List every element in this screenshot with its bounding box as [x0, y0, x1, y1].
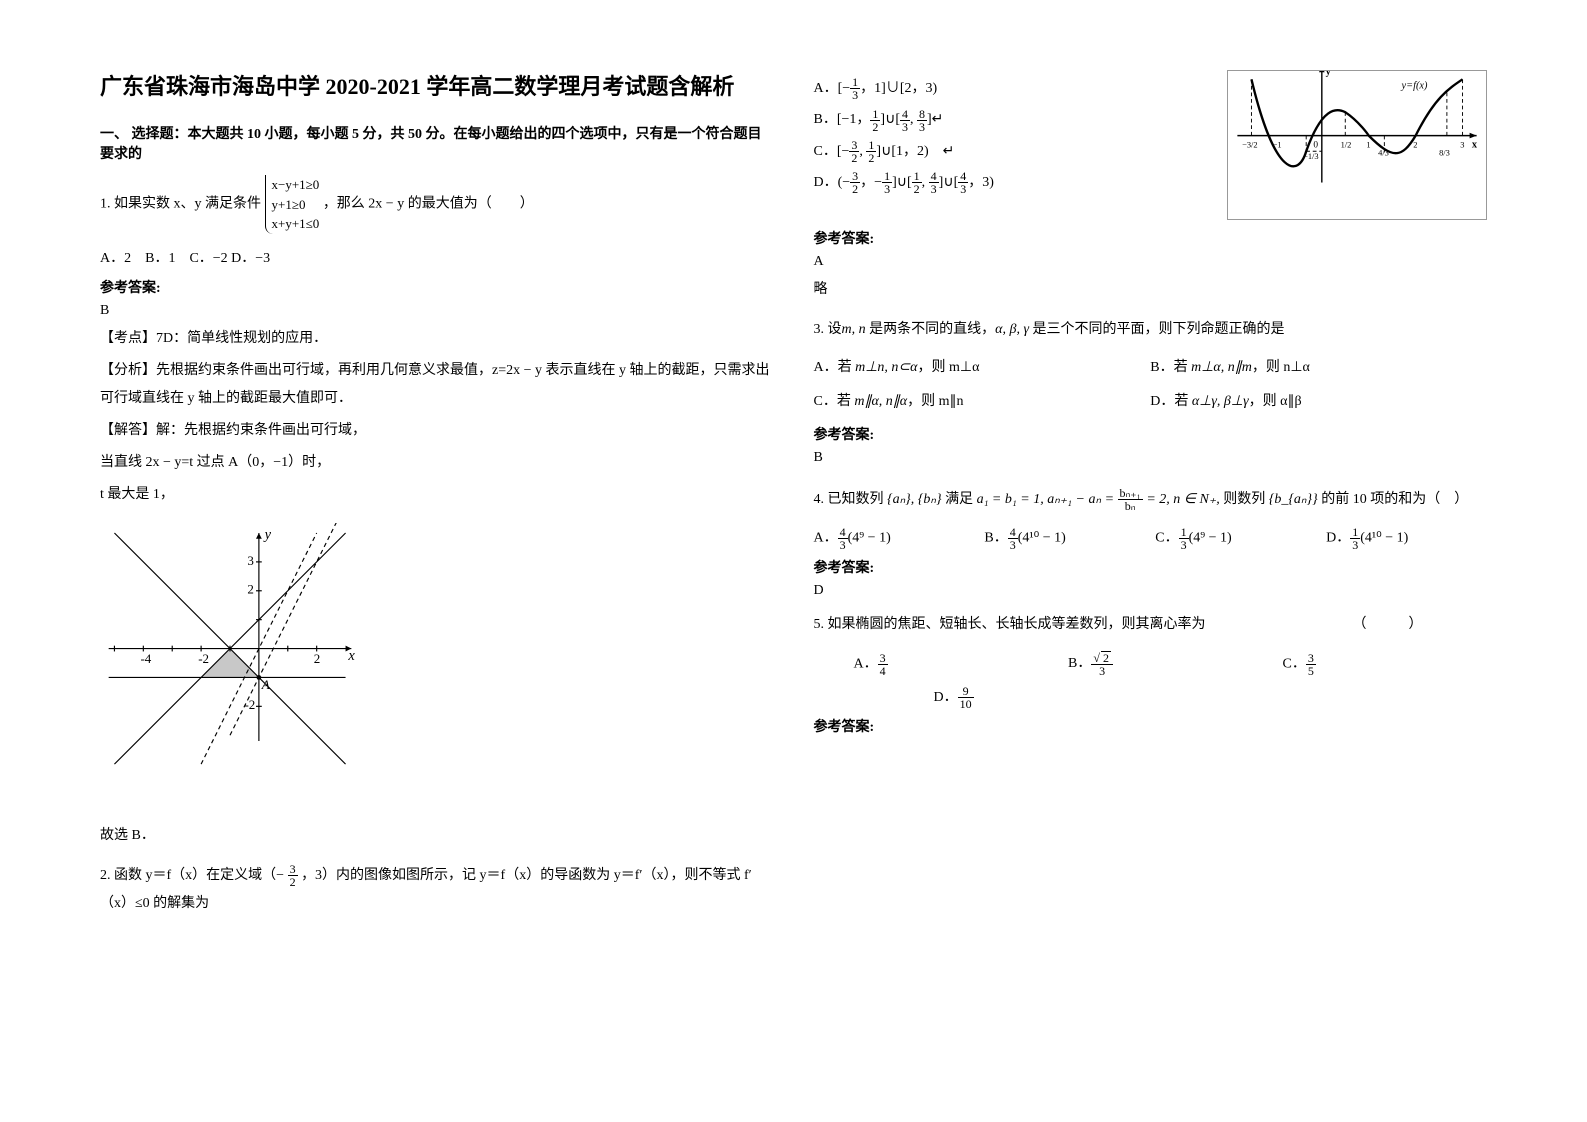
svg-text:A: A [261, 677, 270, 692]
q2-choice-block: A．[−13，1]∪[2，3) B．[−1，12]∪[43, 83]↵ C．[−… [814, 70, 1488, 220]
right-column: A．[−13，1]∪[2，3) B．[−1，12]∪[43, 83]↵ C．[−… [794, 70, 1508, 1092]
q1-expl3: 【解答】解：先根据约束条件画出可行域， [100, 417, 774, 445]
svg-text:4/3: 4/3 [1378, 147, 1389, 157]
q4-choice-b: B．43(4¹⁰ − 1) [984, 526, 1145, 551]
question-2: 2. 函数 y＝f（x）在定义域（− 3 2 ，3）内的图像如图所示，记 y＝f… [100, 862, 774, 918]
question-4: 4. 已知数列 {aₙ}, {bₙ} 满足 a₁ = b₁ = 1, aₙ₊₁ … [814, 486, 1488, 514]
q1-expl1: 【考点】7D：简单线性规划的应用． [100, 325, 774, 353]
question-5: 5. 如果椭圆的焦距、短轴长、长轴长成等差数列，则其离心率为 （ ） [814, 611, 1488, 639]
q1-answer-label: 参考答案: [100, 277, 774, 297]
q1-expl6: 故选 B． [100, 822, 774, 850]
svg-text:y=f(x): y=f(x) [1401, 81, 1428, 92]
q2-answer-note: 略 [814, 276, 1488, 304]
q1-c2: y+1≥0 [272, 197, 306, 212]
svg-text:2: 2 [314, 651, 321, 666]
q2-answer-label: 参考答案: [814, 228, 1488, 248]
q3-choice-a: A．若 m⊥n, n⊂α，则 m⊥α [814, 356, 1151, 376]
q3-choice-d: D．若 α⊥γ, β⊥γ，则 α∥β [1150, 390, 1487, 410]
svg-text:0: 0 [1313, 140, 1318, 150]
svg-text:2: 2 [247, 581, 254, 596]
q1-choices: A．2 B．1 C．−2 D．−3 [100, 246, 774, 271]
q1-stem-pre: 1. 如果实数 x、y 满足条件 [100, 196, 261, 211]
q2-frac: 3 2 [288, 863, 298, 888]
q1-c3: x+y+1≤0 [272, 216, 320, 231]
q1-feasible-diagram: x y A -4 -2 2 2 3 -2 [100, 523, 360, 803]
svg-text:x: x [347, 648, 355, 664]
q1-expl5: t 最大是 1， [100, 481, 774, 509]
q5-choice-b: B．√23 [1068, 651, 1273, 677]
question-1: 1. 如果实数 x、y 满足条件 x−y+1≥0 y+1≥0 x+y+1≤0 ，… [100, 175, 774, 234]
q4-answer: D [814, 583, 1488, 599]
q4-answer-label: 参考答案: [814, 557, 1488, 577]
left-column: 广东省珠海市海岛中学 2020-2021 学年高二数学理月考试题含解析 一、 选… [80, 70, 794, 1092]
exam-title: 广东省珠海市海岛中学 2020-2021 学年高二数学理月考试题含解析 [100, 70, 774, 103]
q1-answer: B [100, 303, 774, 319]
q3-choice-b: B．若 m⊥α, n∥m，则 n⊥α [1150, 356, 1487, 376]
q5-choices-row2: D．910 [814, 685, 1488, 710]
q2-graph: www.ks5u.com [1227, 70, 1487, 220]
svg-text:−1/3: −1/3 [1303, 151, 1319, 161]
q5-answer-label: 参考答案: [814, 716, 1488, 736]
question-3: 3. 设m, n 是两条不同的直线，α, β, γ 是三个不同的平面，则下列命题… [814, 316, 1488, 344]
q1-expl4: 当直线 2x − y=t 过点 A（0，−1）时， [100, 449, 774, 477]
svg-text:y: y [1326, 70, 1332, 78]
q5-choice-d: D．910 [934, 690, 974, 705]
svg-text:3: 3 [1460, 139, 1464, 149]
q2-choice-c: C．[−32, 12]∪[1，2) ↵ [814, 139, 1218, 164]
q5-choice-a: A．34 [854, 652, 1059, 677]
q3-answer: B [814, 450, 1488, 466]
svg-text:−1: −1 [1273, 139, 1282, 149]
q5-choices-row1: A．34 B．√23 C．35 [814, 651, 1488, 677]
q4-choice-a: A．43(4⁹ − 1) [814, 526, 975, 551]
svg-text:-2: -2 [244, 697, 255, 712]
svg-text:y: y [263, 526, 272, 542]
q3-choice-c: C．若 m∥α, n∥α，则 m∥n [814, 390, 1151, 410]
q4-choice-c: C．13(4⁹ − 1) [1155, 526, 1316, 551]
svg-text:3: 3 [247, 552, 254, 567]
svg-text:-2: -2 [198, 651, 209, 666]
q1-c1: x−y+1≥0 [272, 177, 320, 192]
svg-text:-4: -4 [140, 651, 151, 666]
q3-choices-row2: C．若 m∥α, n∥α，则 m∥n D．若 α⊥γ, β⊥γ，则 α∥β [814, 390, 1488, 410]
svg-text:www.ks5u.com: www.ks5u.com [1425, 70, 1487, 178]
svg-text:−3/2: −3/2 [1242, 139, 1258, 149]
q3-answer-label: 参考答案: [814, 424, 1488, 444]
svg-text:1/2: 1/2 [1341, 139, 1352, 149]
q2-choice-a: A．[−13，1]∪[2，3) [814, 76, 1218, 101]
svg-text:8/3: 8/3 [1439, 147, 1450, 157]
q3-choices-row1: A．若 m⊥n, n⊂α，则 m⊥α B．若 m⊥α, n∥m，则 n⊥α [814, 356, 1488, 376]
svg-text:x: x [1472, 139, 1478, 150]
q4-rec-frac: bₙ₊₁bₙ [1118, 487, 1143, 512]
q2-choice-d: D．(−32，−13]∪[12, 43]∪[43，3) [814, 170, 1218, 195]
q4-choices: A．43(4⁹ − 1) B．43(4¹⁰ − 1) C．13(4⁹ − 1) … [814, 526, 1488, 551]
q1-expl2: 【分析】先根据约束条件画出可行域，再利用几何意义求最值，z=2x − y 表示直… [100, 357, 774, 413]
svg-text:2: 2 [1413, 139, 1417, 149]
q5-choice-c: C．35 [1283, 652, 1488, 677]
q1-stem-post: ，那么 2x − y 的最大值为（ ） [323, 196, 534, 211]
section-1-head: 一、 选择题：本大题共 10 小题，每小题 5 分，共 50 分。在每小题给出的… [100, 123, 774, 163]
q2-answer: A [814, 254, 1488, 270]
q1-constraints: x−y+1≥0 y+1≥0 x+y+1≤0 [265, 175, 320, 234]
svg-text:1: 1 [1366, 139, 1370, 149]
q2-choice-b: B．[−1，12]∪[43, 83]↵ [814, 107, 1218, 132]
q2-stem1: 2. 函数 y＝f（x）在定义域（− [100, 868, 284, 883]
q4-choice-d: D．13(4¹⁰ − 1) [1326, 526, 1487, 551]
